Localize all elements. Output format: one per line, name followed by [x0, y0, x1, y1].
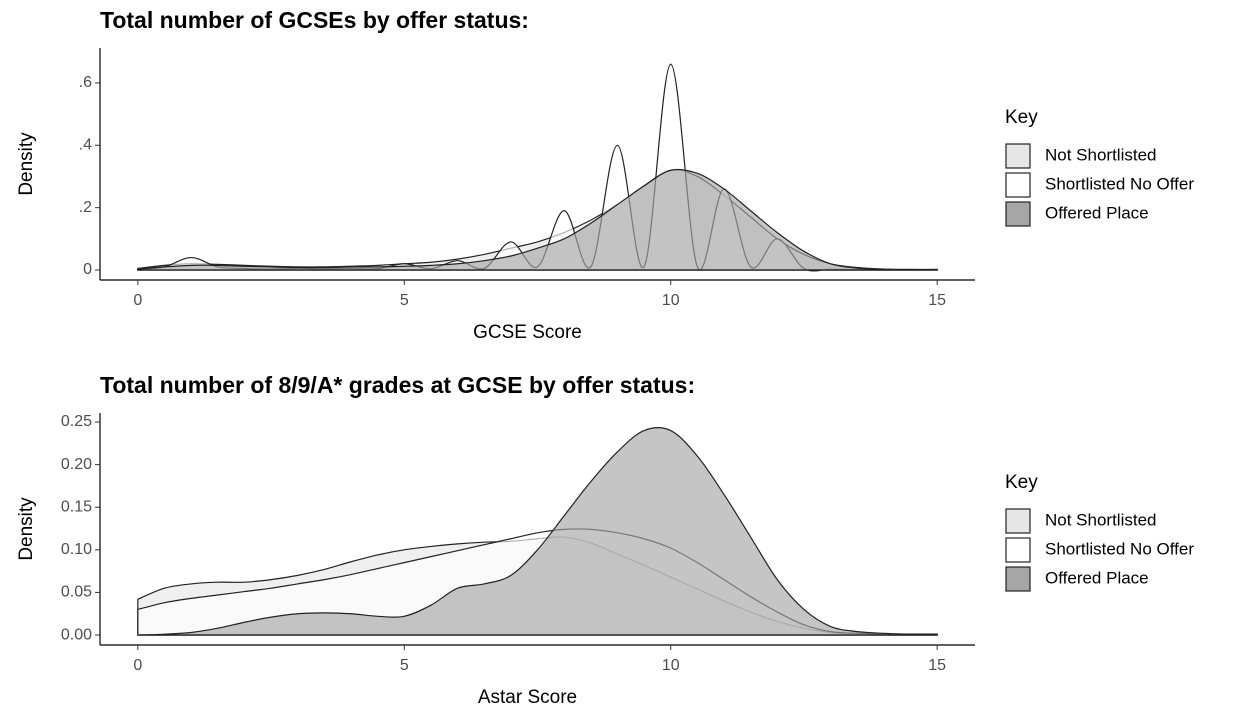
y-tick-label: .2	[79, 199, 92, 216]
legend-swatch	[1005, 566, 1031, 592]
x-axis-title: GCSE Score	[473, 322, 582, 343]
x-tick-label: 5	[400, 657, 409, 674]
x-tick-label: 15	[928, 292, 946, 309]
legend-swatch	[1005, 172, 1031, 198]
legend-label: Not Shortlisted	[1045, 145, 1157, 164]
legend-swatch	[1005, 537, 1031, 563]
density-area	[137, 63, 938, 272]
legend-swatch	[1005, 143, 1031, 169]
y-tick-label: 0.15	[61, 498, 92, 515]
density-area	[137, 427, 938, 636]
x-tick-label: 5	[400, 292, 409, 309]
y-axis-title: Density	[16, 497, 37, 561]
legend-label: Shortlisted No Offer	[1045, 174, 1194, 193]
chart-title: Total number of GCSEs by offer status:	[100, 7, 529, 33]
density-area	[137, 168, 938, 271]
x-tick-label: 0	[133, 292, 142, 309]
legend-swatch	[1005, 508, 1031, 534]
y-axis-title: Density	[16, 132, 37, 196]
y-tick-label: 0.20	[61, 456, 92, 473]
legend-label: Shortlisted No Offer	[1045, 539, 1194, 558]
legend-title: Key	[1005, 472, 1038, 493]
y-tick-label: 0.00	[61, 626, 92, 643]
legend-label: Offered Place	[1045, 203, 1149, 222]
x-tick-label: 10	[662, 292, 680, 309]
legend-label: Not Shortlisted	[1045, 510, 1157, 529]
x-axis-title: Astar Score	[478, 687, 577, 708]
x-tick-label: 10	[662, 657, 680, 674]
y-tick-label: .6	[79, 74, 92, 91]
y-tick-label: 0	[83, 261, 92, 278]
y-tick-label: .4	[79, 137, 92, 154]
x-tick-label: 0	[133, 657, 142, 674]
legend-title: Key	[1005, 107, 1038, 128]
legend-swatch	[1005, 201, 1031, 227]
chart-title: Total number of 8/9/A* grades at GCSE by…	[100, 372, 695, 398]
y-tick-label: 0.10	[61, 541, 92, 558]
x-tick-label: 15	[928, 657, 946, 674]
y-tick-label: 0.25	[61, 413, 92, 430]
legend-label: Offered Place	[1045, 568, 1149, 587]
y-tick-label: 0.05	[61, 584, 92, 601]
